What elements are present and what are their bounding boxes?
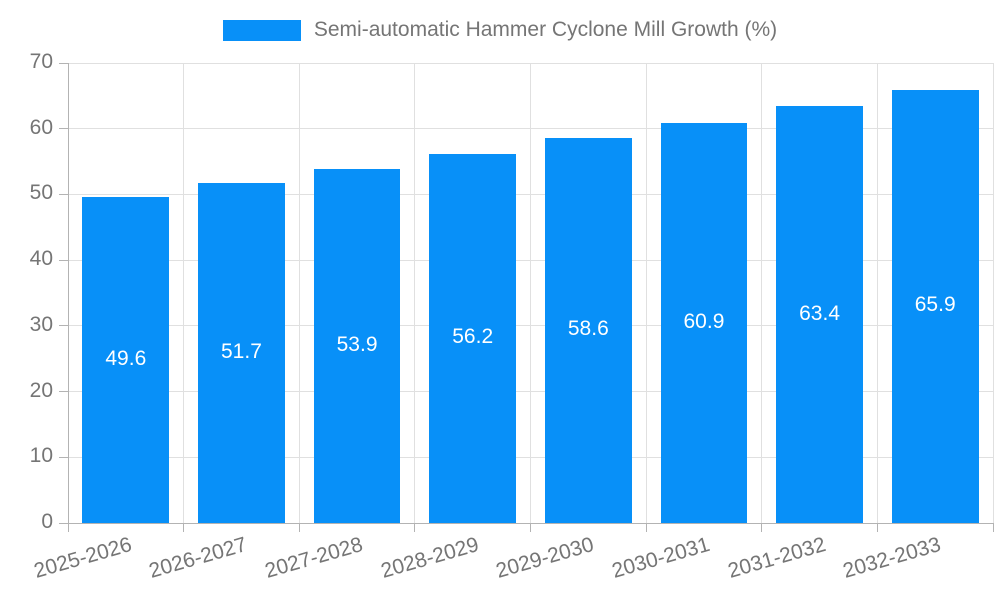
x-axis-label: 2029-2030	[493, 533, 597, 583]
bar-value-label: 63.4	[799, 301, 840, 325]
y-axis-label: 20	[29, 378, 53, 402]
legend-swatch	[222, 19, 301, 41]
y-axis-line	[67, 63, 69, 524]
bar-value-label: 51.7	[221, 340, 262, 364]
v-gridline	[530, 63, 531, 523]
y-axis-label: 40	[29, 247, 53, 271]
bar[interactable]	[198, 183, 285, 523]
x-axis-tick	[761, 523, 763, 532]
chart-title: Semi-automatic Hammer Cyclone Mill Growt…	[313, 18, 778, 41]
x-axis-label: 2032-2033	[840, 533, 944, 583]
v-gridline	[761, 63, 763, 523]
y-axis-label: 60	[29, 115, 53, 139]
y-axis-tick	[59, 522, 68, 524]
x-axis-tick	[298, 523, 300, 532]
x-axis-label: 2031-2032	[725, 533, 828, 583]
y-axis-tick	[59, 259, 68, 261]
y-axis-tick	[59, 456, 68, 458]
y-axis-tick	[59, 128, 68, 130]
v-gridline	[298, 63, 300, 523]
x-axis-tick	[414, 523, 416, 532]
bar-value-label: 65.9	[914, 293, 956, 317]
bar[interactable]	[82, 197, 170, 523]
bar-value-label: 58.6	[567, 317, 609, 341]
x-axis-label: 2026-2027	[146, 533, 250, 583]
y-axis-tick	[59, 62, 68, 64]
x-axis-tick	[67, 523, 69, 532]
y-axis-tick	[59, 193, 68, 195]
y-axis-tick	[59, 391, 68, 393]
y-axis-tick	[59, 325, 68, 327]
x-axis-label: 2027-2028	[262, 533, 366, 583]
x-axis-tick	[876, 523, 878, 532]
x-axis-tick	[992, 523, 994, 532]
chart-legend[interactable]: Semi-automatic Hammer Cyclone Mill Growt…	[0, 18, 1000, 42]
x-axis-line	[68, 522, 993, 524]
x-axis-tick	[530, 523, 531, 532]
y-axis-label: 10	[29, 444, 53, 468]
v-gridline	[414, 63, 416, 523]
y-axis-label: 70	[29, 50, 53, 73]
v-gridline	[645, 63, 647, 523]
bar[interactable]	[544, 137, 632, 523]
x-axis-label: 2025-2026	[31, 533, 135, 583]
bar[interactable]	[313, 168, 401, 523]
bar-value-label: 49.6	[105, 347, 147, 371]
y-axis-label: 30	[29, 312, 53, 336]
bar-value-label: 53.9	[336, 332, 378, 356]
v-gridline	[876, 63, 878, 523]
y-axis-label: 0	[41, 510, 53, 533]
bar-value-label: 60.9	[683, 309, 725, 333]
bar[interactable]	[429, 153, 517, 523]
bar[interactable]	[891, 89, 979, 523]
bar[interactable]	[776, 106, 863, 523]
x-axis-tick	[645, 523, 647, 532]
bar-value-label: 56.2	[452, 325, 494, 349]
v-gridline	[183, 63, 185, 523]
x-axis-label: 2028-2029	[378, 533, 482, 583]
x-axis-tick	[183, 523, 185, 532]
y-axis-label: 50	[29, 181, 53, 205]
v-gridline	[992, 63, 994, 523]
x-axis-label: 2030-2031	[609, 533, 713, 583]
bar[interactable]	[660, 122, 748, 523]
